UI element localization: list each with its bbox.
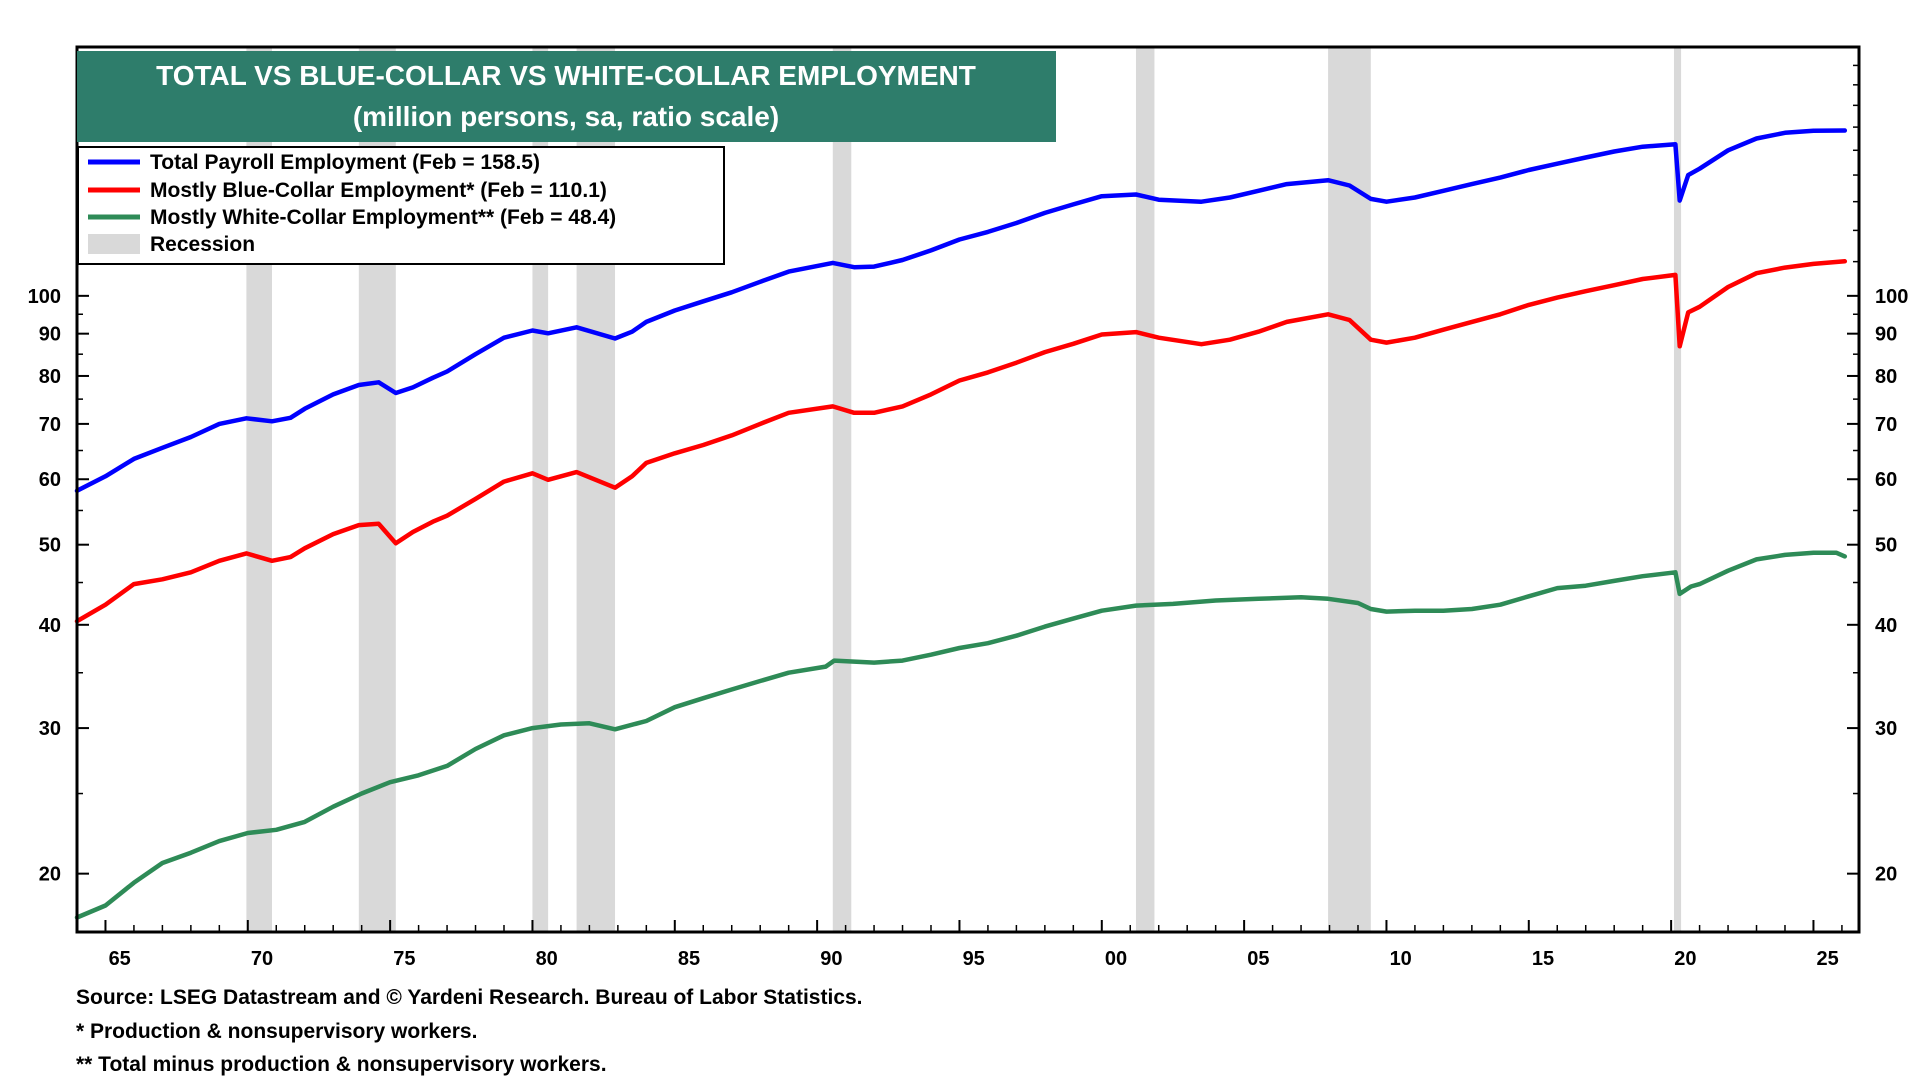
y-tick-label-right-60: 60 bbox=[1875, 469, 1897, 491]
y-tick-label-left-40: 40 bbox=[39, 615, 61, 637]
series-line-2 bbox=[74, 550, 1848, 920]
y-tick-label-right-50: 50 bbox=[1875, 535, 1897, 557]
legend-box bbox=[77, 146, 725, 265]
y-tick-label-left-50: 50 bbox=[39, 535, 61, 557]
x-tick-label-80: 80 bbox=[536, 948, 558, 970]
legend-label-recession: Recession bbox=[150, 233, 255, 256]
legend-swatch-recession bbox=[88, 234, 140, 254]
y-tick-label-left-30: 30 bbox=[39, 718, 61, 740]
y-tick-label-left-90: 90 bbox=[39, 324, 61, 346]
series-line-0 bbox=[74, 128, 1848, 494]
plot-frame bbox=[75, 45, 1861, 934]
x-tick-label-95: 95 bbox=[963, 948, 985, 970]
x-tick-label-10: 10 bbox=[1390, 948, 1412, 970]
y-tick-label-right-30: 30 bbox=[1875, 718, 1897, 740]
x-tick-label-05: 05 bbox=[1247, 948, 1269, 970]
y-tick-label-left-20: 20 bbox=[39, 864, 61, 886]
x-tick-label-25: 25 bbox=[1817, 948, 1839, 970]
x-tick-label-70: 70 bbox=[251, 948, 273, 970]
source-note: Source: LSEG Datastream and © Yardeni Re… bbox=[76, 986, 863, 1009]
y-tick-label-right-100: 100 bbox=[1875, 286, 1908, 308]
y-tick-label-left-60: 60 bbox=[39, 469, 61, 491]
recession-band-2 bbox=[532, 47, 549, 932]
y-tick-label-left-100: 100 bbox=[28, 286, 61, 308]
axis-ticks: 20 20 30 30 40 40 50 50 60 60 70 70 80 80 90 90 100 100 65… bbox=[28, 64, 1908, 970]
series-line-1 bbox=[74, 259, 1848, 624]
chart-title-box: TOTAL VS BLUE-COLLAR VS WHITE-COLLAR EMP… bbox=[77, 51, 1056, 142]
y-tick-label-left-70: 70 bbox=[39, 414, 61, 436]
x-tick-label-75: 75 bbox=[393, 948, 415, 970]
x-tick-label-15: 15 bbox=[1532, 948, 1554, 970]
series-lines bbox=[74, 128, 1848, 920]
y-tick-label-right-80: 80 bbox=[1875, 366, 1897, 388]
legend: Total Payroll Employment (Feb = 158.5) M… bbox=[77, 146, 725, 265]
x-tick-label-90: 90 bbox=[820, 948, 842, 970]
footnote-1: * Production & nonsupervisory workers. bbox=[76, 1020, 477, 1043]
legend-label-white-collar: Mostly White-Collar Employment** (Feb = … bbox=[150, 206, 616, 229]
y-tick-label-right-40: 40 bbox=[1875, 615, 1897, 637]
y-tick-label-right-90: 90 bbox=[1875, 324, 1897, 346]
recession-band-4 bbox=[832, 47, 852, 932]
x-tick-label-85: 85 bbox=[678, 948, 700, 970]
x-tick-label-20: 20 bbox=[1674, 948, 1696, 970]
recession-band-7 bbox=[1673, 47, 1682, 932]
y-tick-label-right-70: 70 bbox=[1875, 414, 1897, 436]
x-tick-label-00: 00 bbox=[1105, 948, 1127, 970]
footnotes: Source: LSEG Datastream and © Yardeni Re… bbox=[76, 986, 863, 1076]
y-tick-label-left-80: 80 bbox=[39, 366, 61, 388]
footnote-2: ** Total minus production & nonsuperviso… bbox=[76, 1053, 607, 1076]
recession-band-5 bbox=[1135, 47, 1155, 932]
legend-label-blue-collar: Mostly Blue-Collar Employment* (Feb = 11… bbox=[150, 179, 607, 202]
legend-label-total: Total Payroll Employment (Feb = 158.5) bbox=[150, 151, 540, 174]
title-background bbox=[77, 51, 1056, 142]
y-tick-label-right-20: 20 bbox=[1875, 864, 1897, 886]
x-tick-label-65: 65 bbox=[109, 948, 131, 970]
chart-subtitle: (million persons, sa, ratio scale) bbox=[353, 101, 779, 132]
chart-title: TOTAL VS BLUE-COLLAR VS WHITE-COLLAR EMP… bbox=[156, 60, 976, 91]
